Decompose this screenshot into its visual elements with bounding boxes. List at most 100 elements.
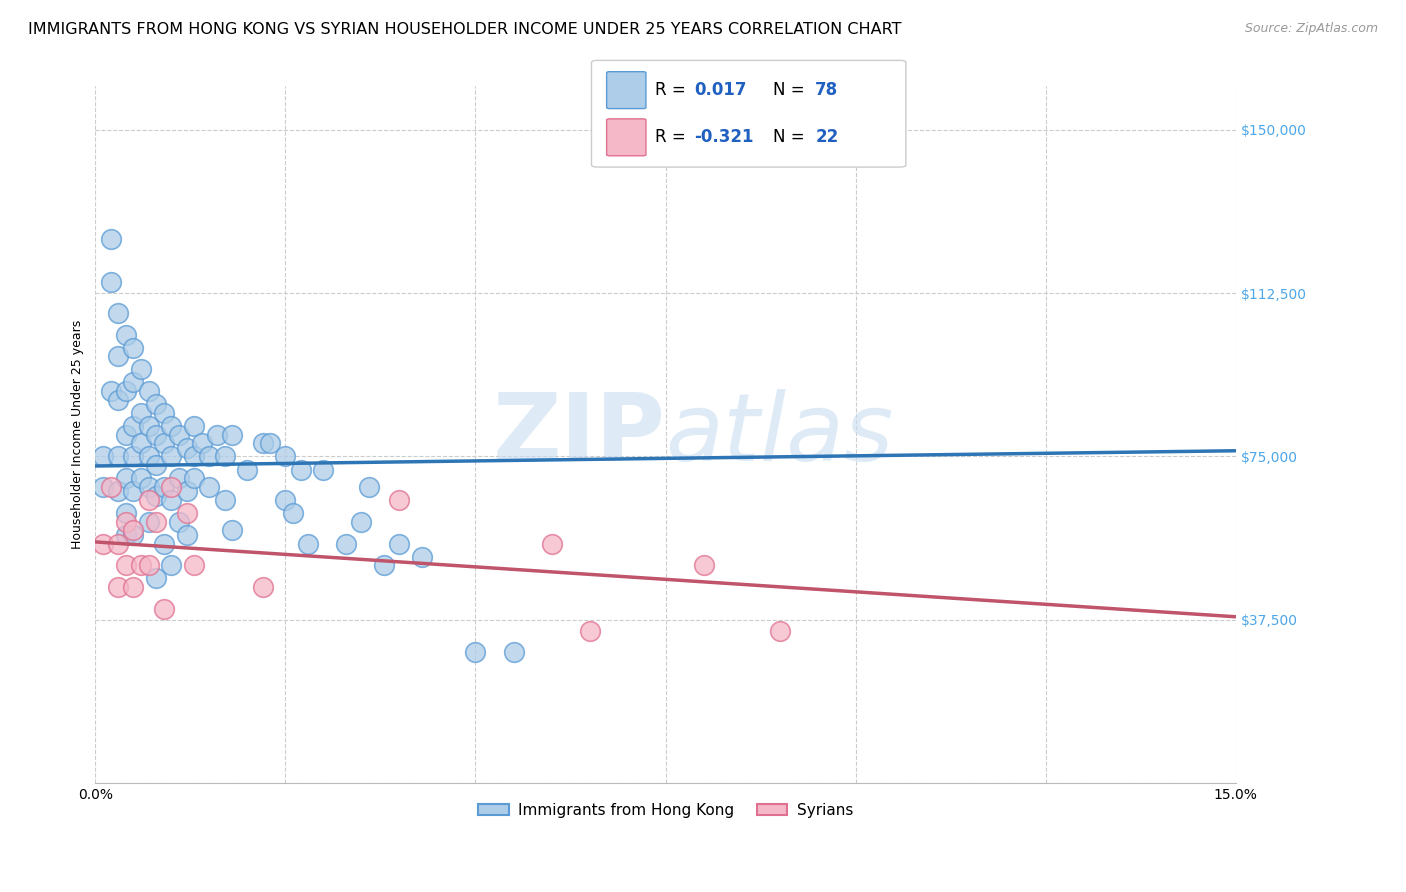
Point: [107, 306, 129, 320]
Point: [122, 528, 145, 542]
Point: [114, 528, 136, 542]
Point: [152, 406, 174, 420]
Point: [107, 484, 129, 499]
Point: [152, 436, 174, 450]
Point: [297, 536, 319, 550]
Point: [335, 536, 357, 550]
Point: [91, 536, 114, 550]
Point: [145, 458, 167, 473]
Point: [373, 558, 395, 573]
Point: [145, 515, 167, 529]
Point: [114, 506, 136, 520]
Point: [107, 580, 129, 594]
Point: [100, 275, 122, 289]
Text: 0.017: 0.017: [695, 81, 747, 99]
Point: [214, 493, 236, 508]
Point: [129, 406, 152, 420]
Text: ZIP: ZIP: [492, 389, 665, 481]
Point: [107, 536, 129, 550]
Point: [160, 480, 183, 494]
Point: [464, 645, 486, 659]
Text: R =: R =: [655, 81, 690, 99]
Point: [100, 232, 122, 246]
Point: [167, 515, 190, 529]
Point: [160, 450, 183, 464]
Point: [388, 493, 411, 508]
Point: [152, 602, 174, 616]
Point: [129, 558, 152, 573]
Point: [138, 450, 160, 464]
Point: [138, 480, 160, 494]
Text: 78: 78: [815, 81, 838, 99]
Point: [176, 441, 198, 455]
Point: [138, 558, 160, 573]
Text: N =: N =: [773, 128, 810, 146]
Text: R =: R =: [655, 128, 690, 146]
Point: [167, 471, 190, 485]
Point: [138, 515, 160, 529]
Point: [411, 549, 433, 564]
Point: [191, 436, 214, 450]
Point: [152, 536, 174, 550]
Point: [259, 436, 281, 450]
Point: [183, 450, 205, 464]
Point: [122, 450, 145, 464]
Point: [107, 450, 129, 464]
Point: [357, 480, 380, 494]
Point: [122, 341, 145, 355]
Point: [152, 480, 174, 494]
Point: [768, 624, 790, 638]
Point: [176, 506, 198, 520]
Point: [198, 480, 221, 494]
Point: [114, 515, 136, 529]
FancyBboxPatch shape: [606, 71, 645, 109]
Point: [138, 384, 160, 399]
Point: [160, 558, 183, 573]
Point: [160, 493, 183, 508]
Point: [122, 524, 145, 538]
Point: [167, 427, 190, 442]
Point: [205, 427, 228, 442]
Point: [176, 528, 198, 542]
Point: [540, 536, 562, 550]
Point: [91, 480, 114, 494]
Point: [502, 645, 524, 659]
Point: [183, 558, 205, 573]
Point: [107, 392, 129, 407]
Point: [122, 376, 145, 390]
Point: [274, 493, 297, 508]
Legend: Immigrants from Hong Kong, Syrians: Immigrants from Hong Kong, Syrians: [472, 797, 859, 824]
Point: [578, 624, 600, 638]
Point: [236, 462, 259, 476]
Point: [145, 397, 167, 411]
Point: [129, 362, 152, 376]
Point: [114, 384, 136, 399]
Point: [290, 462, 312, 476]
Point: [252, 436, 274, 450]
Text: Source: ZipAtlas.com: Source: ZipAtlas.com: [1244, 22, 1378, 36]
Point: [145, 427, 167, 442]
Point: [198, 450, 221, 464]
Point: [91, 450, 114, 464]
Point: [100, 480, 122, 494]
Point: [114, 327, 136, 342]
Point: [122, 419, 145, 434]
Point: [214, 450, 236, 464]
Point: [145, 489, 167, 503]
Text: IMMIGRANTS FROM HONG KONG VS SYRIAN HOUSEHOLDER INCOME UNDER 25 YEARS CORRELATIO: IMMIGRANTS FROM HONG KONG VS SYRIAN HOUS…: [28, 22, 901, 37]
Point: [138, 419, 160, 434]
Point: [221, 524, 243, 538]
Point: [183, 419, 205, 434]
Point: [176, 484, 198, 499]
Point: [312, 462, 335, 476]
Text: 22: 22: [815, 128, 838, 146]
Point: [122, 484, 145, 499]
Point: [100, 384, 122, 399]
Point: [160, 419, 183, 434]
Point: [221, 427, 243, 442]
Point: [692, 558, 714, 573]
Y-axis label: Householder Income Under 25 years: Householder Income Under 25 years: [72, 320, 84, 549]
Point: [114, 471, 136, 485]
Point: [183, 471, 205, 485]
FancyBboxPatch shape: [592, 61, 905, 167]
